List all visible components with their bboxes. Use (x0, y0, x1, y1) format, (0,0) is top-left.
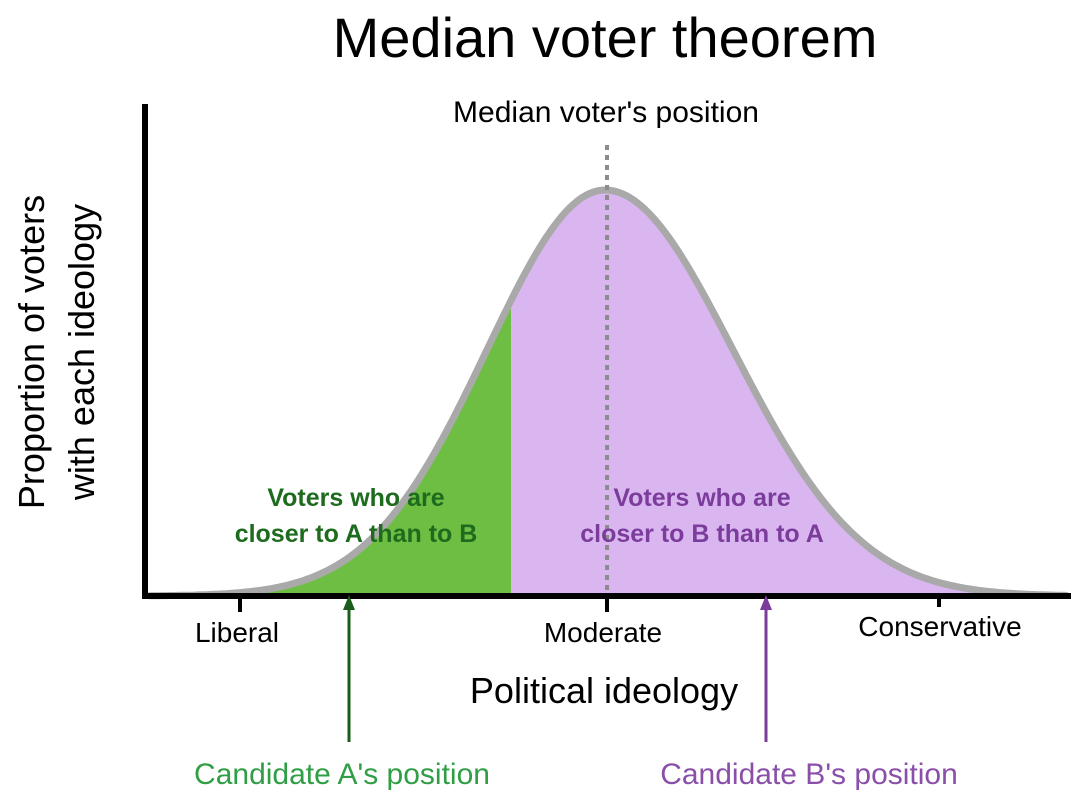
region-a-label-line2: closer to A than to B (235, 520, 478, 548)
candidate-b-label: Candidate B's position (660, 758, 958, 791)
candidate-b-arrow (760, 595, 772, 742)
voter-distribution-curve (146, 186, 1070, 600)
y-axis-title-line2: with each ideology (61, 204, 102, 501)
y-axis-title-line1: Proportion of voters (11, 195, 52, 509)
diagram-title: Median voter theorem (333, 6, 878, 69)
x-axis-title: Political ideology (470, 670, 738, 711)
region-b-label-line2: closer to B than to A (580, 520, 824, 548)
tick-label-moderate: Moderate (544, 617, 662, 648)
region-b-fill (511, 190, 1066, 596)
tick-label-liberal: Liberal (195, 617, 279, 648)
median-annotation: Median voter's position (453, 96, 759, 129)
candidate-a-arrow (343, 595, 355, 742)
tick-label-conservative: Conservative (858, 611, 1021, 642)
region-a-fill (150, 300, 511, 596)
candidate-a-label: Candidate A's position (194, 758, 490, 791)
region-a-label-line1: Voters who are (267, 484, 444, 512)
region-b-label-line1: Voters who are (613, 484, 790, 512)
